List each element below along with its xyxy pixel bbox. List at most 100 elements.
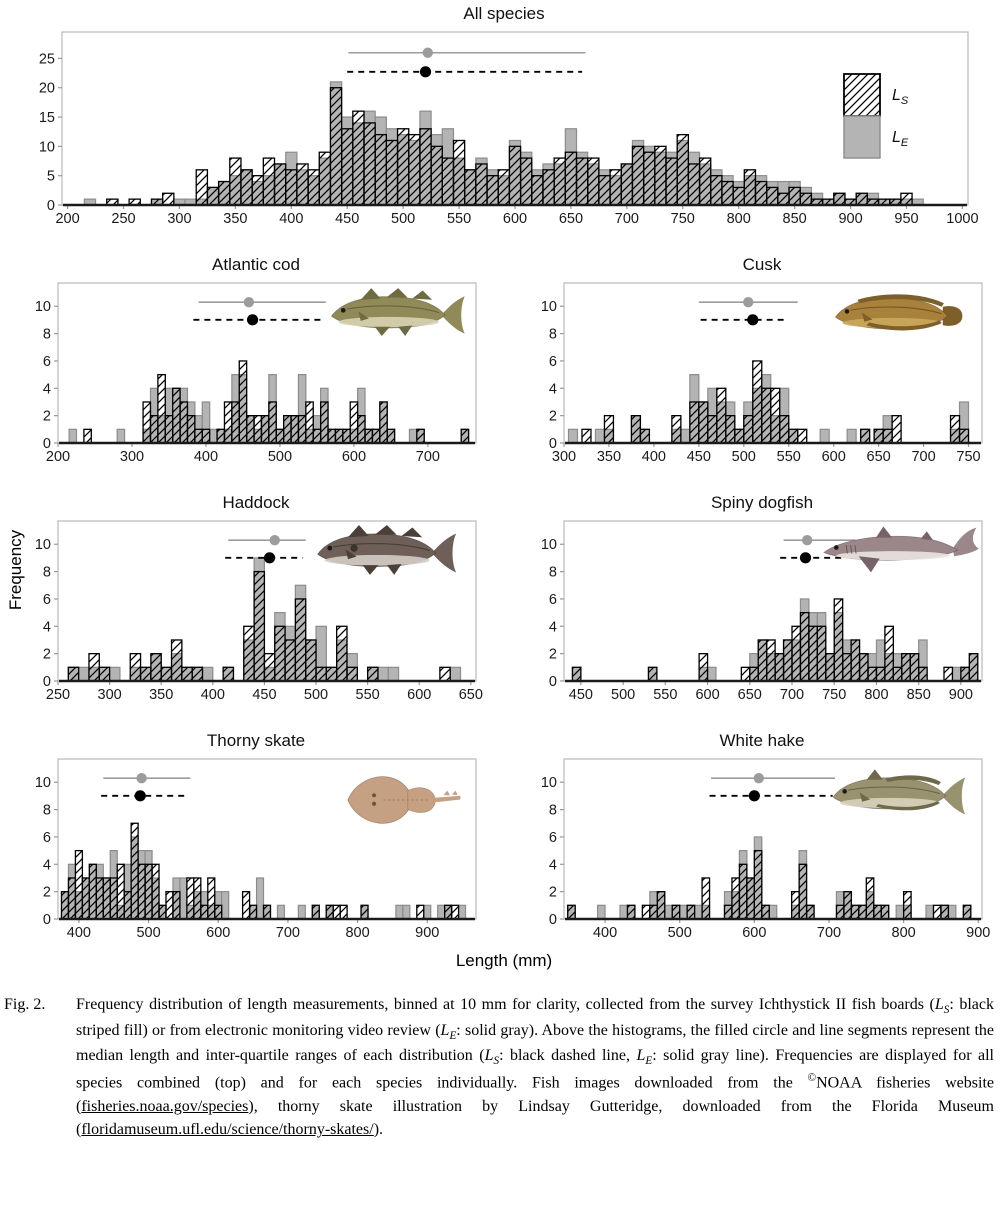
x-tick-label: 550 [777, 449, 801, 465]
bar-le [706, 666, 717, 682]
bar-ls [284, 639, 297, 682]
bar-ls [243, 625, 255, 682]
caption-fragment: ). [373, 1121, 384, 1139]
bar-ls [777, 192, 790, 206]
bar-ls [752, 360, 763, 444]
bar-ls [151, 863, 160, 920]
x-tick-label: 400 [194, 449, 218, 465]
bar-ls [833, 598, 844, 682]
y-axis-label: Frequency [6, 529, 25, 611]
bar-ls [315, 666, 327, 682]
x-tick-label: 950 [894, 211, 918, 227]
bar-ls [419, 128, 432, 206]
bar-ls [873, 428, 884, 444]
x-tick-label: 900 [838, 211, 862, 227]
bar-ls [371, 428, 381, 444]
x-tick-label: 500 [304, 687, 328, 703]
histogram-white-hake: 400 500 600 700 800 900 0 2 4 6 8 10 [541, 758, 990, 941]
y-tick-label: 6 [549, 354, 557, 370]
x-tick-label: 600 [742, 925, 766, 941]
bar-ls [716, 387, 727, 444]
bar-ls [329, 87, 343, 206]
bar-le [201, 666, 214, 682]
bar-ls [687, 163, 701, 206]
bar-ls [859, 428, 871, 444]
x-tick-label: 350 [149, 687, 173, 703]
x-axis-label: Length (mm) [455, 951, 553, 970]
y-tick-label: 4 [549, 381, 557, 397]
bar-ls [150, 652, 162, 682]
x-tick-label: 600 [342, 449, 366, 465]
bar-ls [195, 169, 209, 206]
y-tick-label: 4 [43, 381, 51, 397]
x-tick-label: 350 [597, 449, 621, 465]
bar-ls [779, 414, 790, 444]
bar-ls [721, 180, 734, 206]
x-tick-label: 800 [727, 211, 751, 227]
bar-ls [649, 904, 658, 920]
y-tick-label: 10 [541, 537, 557, 553]
bar-le [846, 428, 857, 444]
x-tick-label: 550 [447, 211, 471, 227]
bar-le [819, 428, 830, 444]
x-tick-label: 650 [738, 687, 762, 703]
chart-title-haddock: Haddock [222, 493, 290, 512]
median-markers [193, 297, 326, 326]
y-axis: 0 2 4 6 8 10 [35, 537, 58, 690]
y-tick-label: 2 [43, 885, 51, 901]
bar-ls [698, 401, 709, 444]
chart-all-species: All species 200 250 300 350 400 450 500 550 600 6… [28, 4, 980, 231]
bar-le [387, 666, 400, 682]
bar-ls [160, 666, 173, 682]
x-tick-label: 800 [864, 687, 888, 703]
bar-ls [332, 904, 341, 920]
bar-ls [798, 863, 808, 920]
bar-ls [791, 625, 802, 682]
bar-ls [575, 157, 589, 206]
x-tick-label: 650 [559, 211, 583, 227]
bar-ls [193, 877, 202, 920]
median-markers [709, 773, 835, 802]
plot-frame [563, 758, 983, 920]
x-tick-label: 450 [335, 211, 359, 227]
x-tick-label: 200 [55, 211, 79, 227]
bars-ls [67, 570, 451, 682]
bar-ls [770, 387, 781, 444]
bar-ls [325, 904, 334, 920]
bar-ls [918, 666, 928, 682]
chart-title-atlantic-cod: Atlantic cod [212, 255, 300, 274]
x-tick-label: 200 [46, 449, 70, 465]
caption-link[interactable]: fisheries.noaa.gov/species [81, 1097, 249, 1115]
bar-ls [581, 428, 592, 444]
bar-ls [647, 666, 658, 682]
bar-ls [875, 666, 886, 682]
bar-ls [902, 890, 912, 920]
bar-ls [940, 904, 950, 920]
caption-link[interactable]: floridamuseum.ufl.edu/science/thorny-ska… [81, 1121, 374, 1139]
ls-median-dot [419, 66, 432, 78]
x-axis: 200 250 300 350 400 450 500 550 600 650 700 750 800 8… [55, 205, 979, 227]
y-axis: 0 5 10 15 20 25 [39, 51, 62, 214]
bar-le [925, 904, 935, 920]
bar-ls [788, 428, 799, 444]
bar-ls [396, 128, 410, 206]
le-median-dot [743, 297, 754, 308]
y-tick-label: 4 [549, 857, 557, 873]
bar-ls [855, 192, 868, 206]
bar-le [567, 428, 579, 444]
x-tick-label: 450 [687, 449, 711, 465]
bar-ls [698, 652, 709, 682]
bar-ls [352, 110, 365, 206]
chart-haddock: Haddock 250 300 350 400 450 500 550 600 650 0 2 4 6 8… [28, 493, 484, 707]
bar-ls [901, 652, 911, 682]
bar-ls [229, 157, 242, 206]
bar-ls [201, 428, 211, 444]
legend-label: LS [892, 87, 909, 107]
x-tick-label: 900 [415, 925, 439, 941]
bar-ls [676, 133, 690, 206]
y-tick-label: 2 [43, 647, 51, 663]
bar-ls [743, 169, 757, 206]
x-tick-label: 650 [459, 687, 483, 703]
x-tick-label: 600 [822, 449, 846, 465]
